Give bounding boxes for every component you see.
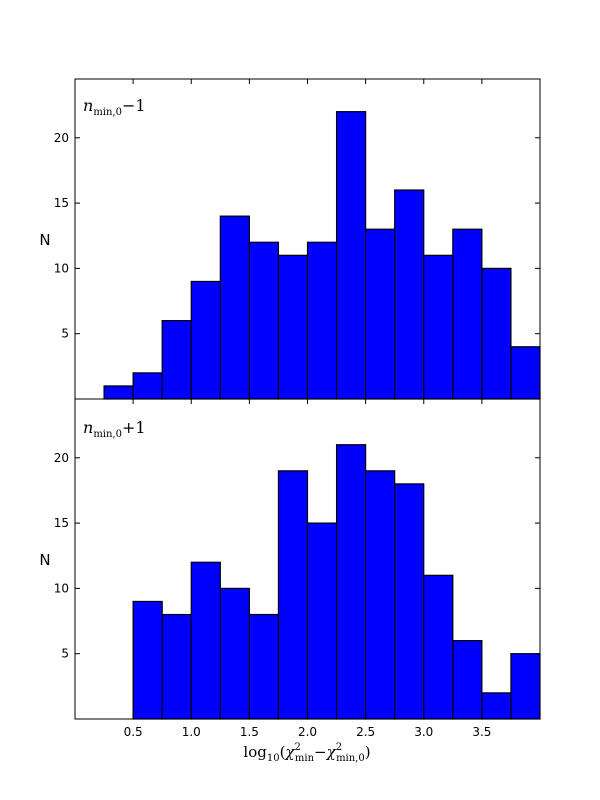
xlabel-chi-1-sup: 2 bbox=[295, 742, 301, 753]
bottom-bar bbox=[219, 587, 250, 720]
top-bar bbox=[481, 267, 512, 400]
bottom-xtick-label: 2.5 bbox=[356, 725, 375, 739]
top-bar bbox=[161, 320, 192, 400]
top-panel-ylabel: N bbox=[39, 231, 50, 249]
bottom-bar bbox=[423, 574, 454, 720]
top-bar bbox=[248, 241, 280, 400]
bottom-annotation-sub: min,0 bbox=[93, 429, 122, 440]
top-panel-ticks: 5 10 15 20 bbox=[54, 79, 540, 399]
bottom-xtick-label: 1.5 bbox=[240, 725, 259, 739]
bottom-annotation-op: +1 bbox=[122, 418, 146, 437]
bottom-panel-annotation: nmin,0+1 bbox=[83, 418, 146, 440]
bottom-panel-ticks: 5 10 15 20 0.5 1.0 1.5 2.0 2.5 3.0 3.5 bbox=[54, 399, 540, 739]
bottom-bar bbox=[190, 561, 221, 720]
top-bar bbox=[277, 254, 309, 400]
bottom-panel-ylabel: N bbox=[39, 551, 50, 569]
top-annotation-var: n bbox=[83, 96, 93, 115]
xlabel-open-paren: ( bbox=[280, 743, 286, 761]
top-bar bbox=[423, 254, 454, 400]
top-ytick-label: 10 bbox=[54, 261, 69, 275]
bottom-bar bbox=[335, 444, 367, 720]
top-panel-annotation: nmin,0−1 bbox=[83, 96, 146, 118]
bottom-xtick-label: 3.5 bbox=[472, 725, 491, 739]
top-bar bbox=[452, 228, 483, 400]
bottom-bar bbox=[277, 470, 309, 720]
top-bar bbox=[510, 346, 541, 400]
bottom-ytick-label: 5 bbox=[61, 647, 69, 661]
xlabel-chi-2-sup: 2 bbox=[336, 742, 342, 753]
top-annotation-sub: min,0 bbox=[93, 107, 122, 118]
top-bar bbox=[394, 189, 425, 400]
bottom-bar bbox=[306, 522, 338, 720]
bottom-bar bbox=[132, 600, 163, 720]
xlabel-chi-1-sub: min bbox=[295, 753, 315, 764]
bottom-xtick-label: 0.5 bbox=[124, 725, 143, 739]
bottom-bar bbox=[452, 640, 483, 720]
xlabel-chi-2: χ bbox=[326, 743, 337, 761]
top-ytick-label: 20 bbox=[54, 131, 69, 145]
bottom-annotation-var: n bbox=[83, 418, 93, 437]
bottom-bar bbox=[248, 613, 280, 720]
bottom-xtick-label: 3.0 bbox=[414, 725, 433, 739]
bottom-bar bbox=[394, 483, 425, 720]
xlabel-close-paren: ) bbox=[365, 743, 371, 761]
bottom-ytick-label: 15 bbox=[54, 516, 69, 530]
top-bar bbox=[103, 385, 134, 400]
top-bar bbox=[335, 111, 367, 400]
top-bar bbox=[219, 215, 250, 400]
xlabel-base-sub: 10 bbox=[267, 753, 280, 764]
xlabel-chi-1: χ bbox=[284, 743, 295, 761]
bottom-bar bbox=[365, 470, 396, 720]
bottom-xtick-label: 1.0 bbox=[182, 725, 201, 739]
bottom-bar bbox=[161, 613, 192, 720]
bottom-ytick-label: 10 bbox=[54, 581, 69, 595]
xlabel-chi-2-sub: min,0 bbox=[336, 753, 365, 764]
bottom-xtick-label: 2.0 bbox=[298, 725, 317, 739]
top-annotation-op: −1 bbox=[122, 96, 146, 115]
top-bar bbox=[190, 280, 221, 400]
top-panel-bars bbox=[103, 111, 541, 400]
xlabel-minus: − bbox=[314, 743, 327, 761]
top-ytick-label: 15 bbox=[54, 196, 69, 210]
bottom-panel-bars bbox=[132, 444, 541, 720]
top-bar bbox=[365, 228, 396, 400]
top-ytick-label: 5 bbox=[61, 327, 69, 341]
top-bar bbox=[306, 241, 338, 400]
bottom-bar bbox=[481, 692, 512, 720]
xlabel-base: log bbox=[243, 743, 267, 761]
top-bar bbox=[132, 372, 163, 400]
bottom-bar bbox=[510, 653, 541, 720]
top-panel: 5 10 15 20 N nmin,0−1 bbox=[39, 78, 541, 400]
x-axis-label: log10(χ2 min−χ2 min,0) bbox=[243, 742, 370, 764]
bottom-ytick-label: 20 bbox=[54, 451, 69, 465]
